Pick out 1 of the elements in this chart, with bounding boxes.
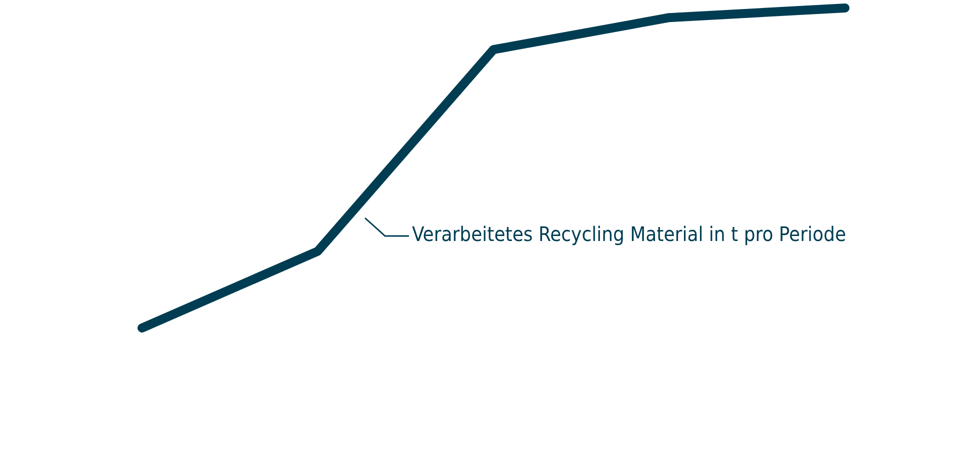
legend-label: Verarbeitetes Recycling Material in t pro Periode bbox=[412, 222, 846, 246]
